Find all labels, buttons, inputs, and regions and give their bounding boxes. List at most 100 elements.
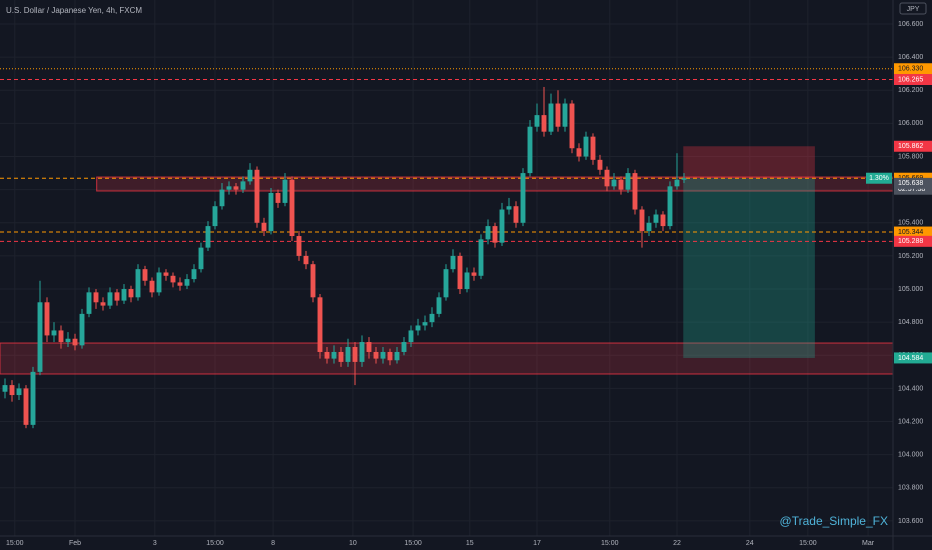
chart-title: U.S. Dollar / Japanese Yen, 4h, FXCM xyxy=(6,6,142,15)
price-label: 105.862 xyxy=(898,143,923,150)
candle-body xyxy=(30,371,36,425)
price-label: 104.584 xyxy=(898,355,923,362)
grid xyxy=(0,0,893,536)
y-tick-label: 105.000 xyxy=(898,286,923,293)
candle-body xyxy=(548,103,554,132)
candle-body xyxy=(338,351,344,362)
candle-body xyxy=(2,385,8,392)
candle-body xyxy=(156,272,162,293)
candle-body xyxy=(506,206,512,210)
x-tick-label: 10 xyxy=(349,540,357,547)
candle-body xyxy=(555,103,561,127)
candle-body xyxy=(562,103,568,127)
candle-body xyxy=(625,173,631,190)
candle-body xyxy=(44,302,50,336)
candle-body xyxy=(527,126,533,174)
candle-body xyxy=(674,179,680,187)
candle-body xyxy=(380,351,386,359)
candle-body xyxy=(401,342,407,352)
y-tick-label: 106.600 xyxy=(898,21,923,28)
change-label-box xyxy=(866,172,892,184)
x-tick-label: 24 xyxy=(746,540,754,547)
y-tick-label: 106.000 xyxy=(898,120,923,127)
y-tick-label: 104.800 xyxy=(898,319,923,326)
candle-body xyxy=(226,186,232,190)
candle-body xyxy=(170,275,176,283)
y-tick-label: 105.400 xyxy=(898,220,923,227)
price-label-box xyxy=(894,226,932,238)
candle-body xyxy=(79,313,85,346)
x-tick-label: 15:00 xyxy=(6,540,24,547)
candle-body xyxy=(296,236,302,256)
change-label: 1.30% xyxy=(869,175,889,182)
price-label: 106.265 xyxy=(898,76,923,83)
candle-body xyxy=(345,347,351,362)
candle-body xyxy=(72,338,78,346)
axes: 106.600 106.400 106.200 106.000 105.800 105.6… xyxy=(6,21,932,547)
candle-body xyxy=(65,338,71,343)
candle-body xyxy=(212,206,218,227)
candle-body xyxy=(492,226,498,243)
candle-body xyxy=(478,239,484,276)
y-tick-label: 103.600 xyxy=(898,518,923,525)
candle-body xyxy=(436,297,442,314)
candle-body xyxy=(541,115,547,132)
candle-body xyxy=(639,209,645,232)
candle-body xyxy=(100,302,106,306)
candle-body xyxy=(513,206,519,223)
currency: JPY xyxy=(907,6,920,13)
candle-body xyxy=(135,269,141,298)
candle-body xyxy=(597,159,603,170)
countdown: 02:57:38 xyxy=(898,186,925,193)
candle-body xyxy=(576,148,582,157)
candle-body xyxy=(681,178,687,180)
y-tick-label: 105.200 xyxy=(898,253,923,260)
price-label-box xyxy=(894,352,932,364)
candle-body xyxy=(268,192,274,232)
candle-body xyxy=(569,103,575,149)
candle-body xyxy=(443,269,449,298)
candle-body xyxy=(254,169,260,223)
x-tick-label: 8 xyxy=(271,540,275,547)
candle-body xyxy=(471,272,477,276)
candle-body xyxy=(429,313,435,323)
price-label: 105.344 xyxy=(898,229,923,236)
y-tick-label: 106.400 xyxy=(898,54,923,61)
candle-body xyxy=(331,351,337,359)
candle-body xyxy=(37,302,43,372)
price-label-box xyxy=(894,140,932,152)
x-tick-label: Mar xyxy=(862,540,875,547)
watermark: @Trade_Simple_FX xyxy=(780,514,888,528)
plot xyxy=(0,68,894,429)
price-label: 106.330 xyxy=(898,66,923,73)
candle-body xyxy=(646,222,652,232)
x-tick-label: 3 xyxy=(153,540,157,547)
candle-body xyxy=(590,136,596,160)
candle-body xyxy=(58,330,64,343)
candle-body xyxy=(394,351,400,361)
candle-body xyxy=(205,226,211,248)
candle-body xyxy=(359,342,365,362)
x-tick-label: 17 xyxy=(533,540,541,547)
candle-body xyxy=(128,289,134,298)
x-tick-label: 15:00 xyxy=(601,540,619,547)
candle-body xyxy=(86,292,92,314)
candle-body xyxy=(415,325,421,331)
currency-box xyxy=(899,2,927,15)
candle-body xyxy=(107,292,113,306)
candle-body xyxy=(450,255,456,270)
candle-body xyxy=(520,173,526,223)
candle-body xyxy=(9,385,15,396)
candle-body xyxy=(261,222,267,232)
y-tick-label: 106.200 xyxy=(898,87,923,94)
candle-body xyxy=(387,351,393,361)
target-zone xyxy=(683,178,815,358)
x-tick-label: 15:00 xyxy=(404,540,422,547)
candle-body xyxy=(114,292,120,301)
candle-body xyxy=(16,388,22,396)
candle-body xyxy=(534,115,540,127)
candle-body xyxy=(121,289,127,301)
candle-body xyxy=(499,209,505,243)
candle-body xyxy=(324,351,330,359)
price-label-box xyxy=(894,177,932,189)
